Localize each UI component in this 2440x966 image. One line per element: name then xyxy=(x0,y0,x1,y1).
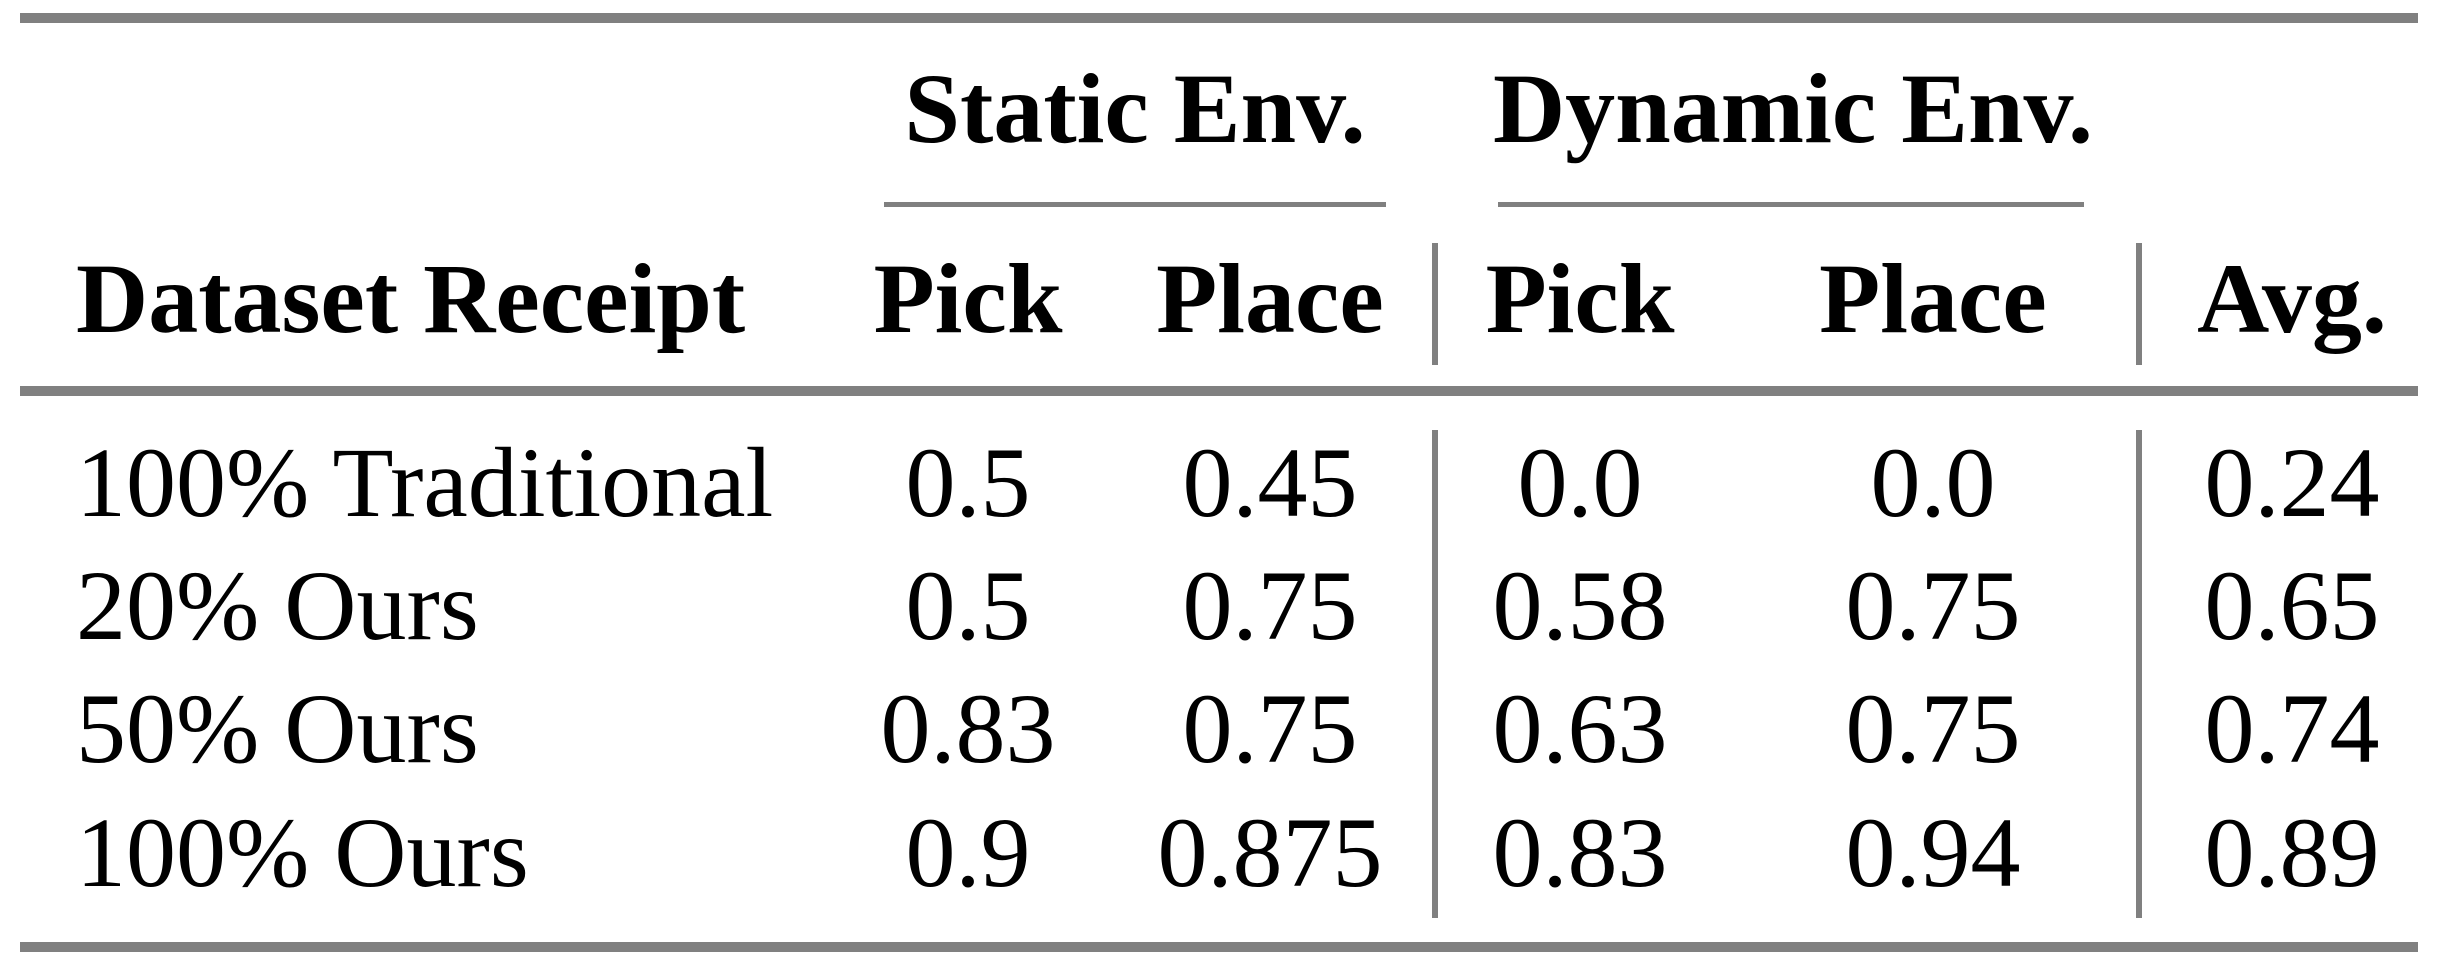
cell-static-place: 0.75 xyxy=(1182,550,1358,661)
cell-avg: 0.89 xyxy=(2204,797,2380,908)
cell-dynamic-place: 0.0 xyxy=(1870,427,1996,538)
cell-dynamic-place: 0.75 xyxy=(1845,673,2021,784)
cell-dynamic-pick: 0.0 xyxy=(1517,427,1643,538)
cell-static-pick: 0.5 xyxy=(905,550,1031,661)
bottom-rule xyxy=(20,942,2418,952)
cell-static-place: 0.875 xyxy=(1157,797,1383,908)
vertical-rule-dynamic-avg-header xyxy=(2136,243,2142,365)
header-static-pick: Pick xyxy=(873,243,1063,354)
dynamic-group-underline xyxy=(1498,202,2084,207)
cell-dynamic-pick: 0.58 xyxy=(1492,550,1668,661)
cell-static-pick: 0.5 xyxy=(905,427,1031,538)
row-label: 100% Traditional xyxy=(76,427,774,538)
corner-header-dataset-receipt: Dataset Receipt xyxy=(76,243,746,354)
cell-dynamic-place: 0.94 xyxy=(1845,797,2021,908)
vertical-rule-static-dynamic-header xyxy=(1432,243,1438,365)
top-rule xyxy=(20,13,2418,23)
header-dynamic-pick: Pick xyxy=(1485,243,1675,354)
cell-dynamic-place: 0.75 xyxy=(1845,550,2021,661)
cell-avg: 0.24 xyxy=(2204,427,2380,538)
row-label: 20% Ours xyxy=(76,550,479,661)
cell-dynamic-pick: 0.63 xyxy=(1492,673,1668,784)
cell-avg: 0.65 xyxy=(2204,550,2380,661)
column-group-dynamic-env: Dynamic Env. xyxy=(1492,53,2094,164)
row-label: 50% Ours xyxy=(76,673,479,784)
vertical-rule-static-dynamic-body xyxy=(1432,430,1438,918)
header-avg: Avg. xyxy=(2197,243,2387,354)
cell-static-pick: 0.9 xyxy=(905,797,1031,908)
column-group-static-env: Static Env. xyxy=(904,53,1366,164)
header-rule xyxy=(20,386,2418,396)
row-label: 100% Ours xyxy=(76,797,529,908)
static-group-underline xyxy=(884,202,1386,207)
cell-static-pick: 0.83 xyxy=(880,673,1056,784)
cell-static-place: 0.45 xyxy=(1182,427,1358,538)
header-dynamic-place: Place xyxy=(1819,243,2047,354)
cell-dynamic-pick: 0.83 xyxy=(1492,797,1668,908)
cell-static-place: 0.75 xyxy=(1182,673,1358,784)
vertical-rule-dynamic-avg-body xyxy=(2136,430,2142,918)
cell-avg: 0.74 xyxy=(2204,673,2380,784)
header-static-place: Place xyxy=(1156,243,1384,354)
